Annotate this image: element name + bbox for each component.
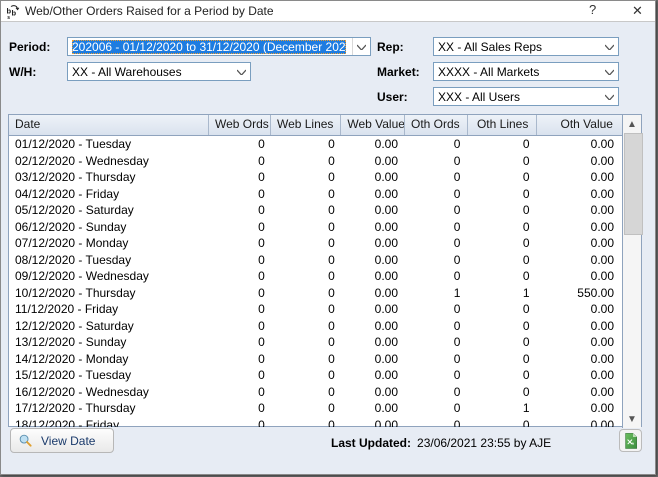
svg-text:b: b	[12, 9, 17, 18]
svg-text:s: s	[7, 15, 10, 20]
